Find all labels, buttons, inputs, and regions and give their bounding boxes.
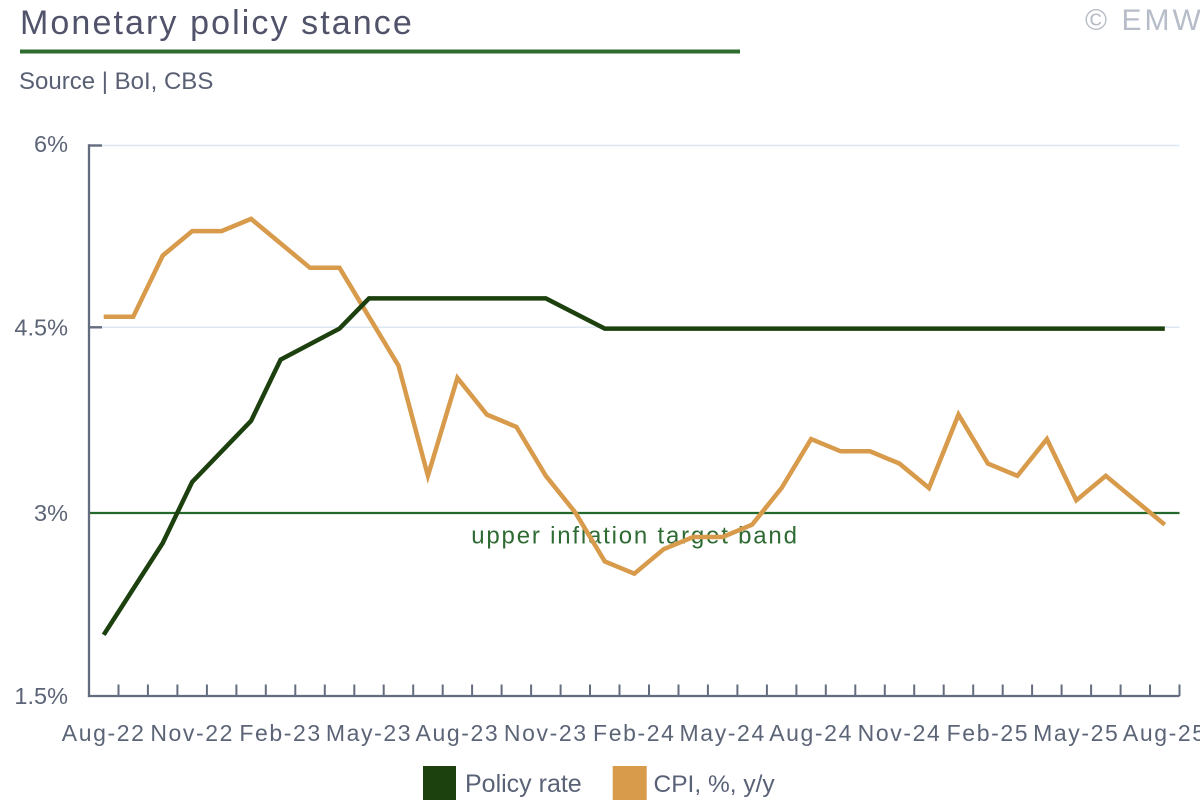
svg-text:Nov-22: Nov-22 — [150, 720, 234, 746]
svg-text:4.5%: 4.5% — [14, 315, 68, 341]
svg-text:6%: 6% — [34, 131, 68, 157]
svg-text:Feb-23: Feb-23 — [239, 720, 321, 746]
svg-text:1.5%: 1.5% — [14, 683, 68, 709]
svg-text:Nov-24: Nov-24 — [858, 720, 942, 746]
svg-text:Aug-25: Aug-25 — [1123, 720, 1200, 746]
svg-text:Nov-23: Nov-23 — [504, 720, 588, 746]
svg-text:May-25: May-25 — [1033, 720, 1119, 746]
svg-text:Aug-22: Aug-22 — [62, 720, 146, 746]
svg-text:May-23: May-23 — [326, 720, 412, 746]
svg-text:Source | BoI, CBS: Source | BoI, CBS — [19, 68, 213, 95]
svg-text:Policy rate: Policy rate — [465, 770, 582, 798]
svg-text:Aug-24: Aug-24 — [769, 720, 853, 746]
svg-text:Feb-24: Feb-24 — [593, 720, 675, 746]
svg-text:3%: 3% — [34, 500, 68, 526]
svg-text:Feb-25: Feb-25 — [947, 720, 1029, 746]
svg-text:May-24: May-24 — [680, 720, 766, 746]
svg-text:Monetary policy stance: Monetary policy stance — [20, 4, 414, 42]
svg-text:© EMW: © EMW — [1085, 4, 1200, 37]
svg-text:CPI, %, y/y: CPI, %, y/y — [654, 771, 776, 798]
svg-text:Aug-23: Aug-23 — [416, 720, 500, 746]
